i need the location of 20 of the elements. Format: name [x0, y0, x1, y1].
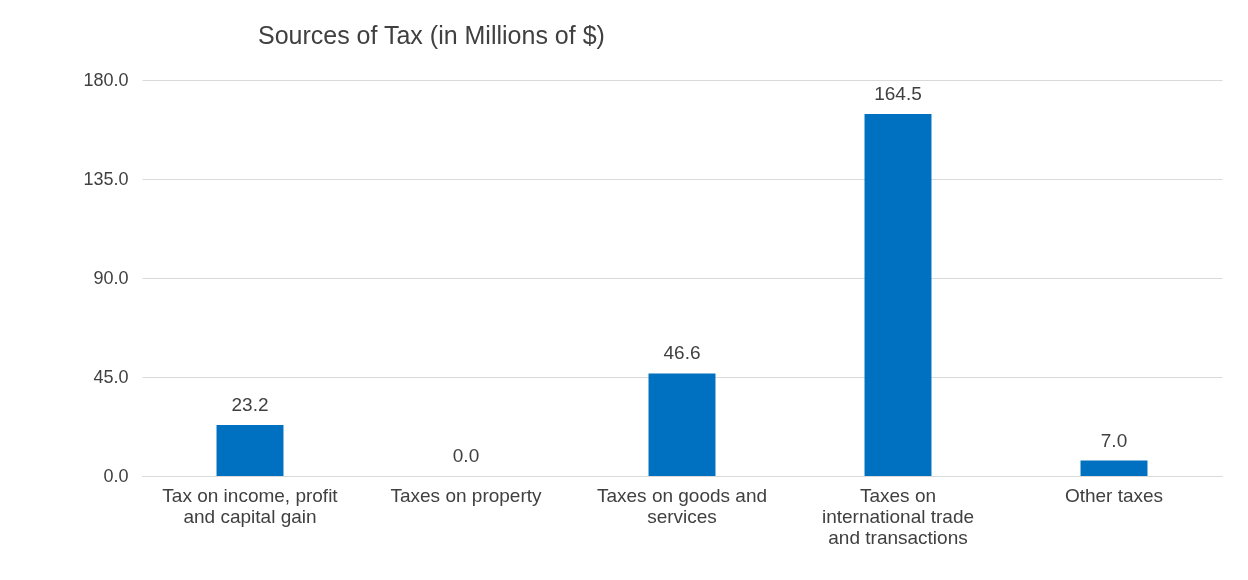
bar [864, 114, 932, 476]
x-tick-label: Taxes on goods and services [596, 484, 768, 527]
data-label: 23.2 [231, 393, 269, 415]
x-tick-label: Tax on income, profit and capital gain [162, 484, 339, 527]
y-tick-label: 180.0 [83, 69, 129, 90]
data-label: 0.0 [452, 445, 480, 466]
y-tick-label: 135.0 [83, 168, 129, 189]
data-label: 164.5 [874, 83, 922, 105]
x-tick-label: Taxes on property [390, 484, 543, 506]
chart-title: Sources of Tax (in Millions of $) [257, 21, 605, 49]
bar [216, 424, 284, 476]
bar [648, 373, 716, 476]
y-tick-label: 0.0 [103, 465, 129, 486]
data-label: 7.0 [1100, 429, 1128, 451]
data-label: 46.6 [663, 342, 701, 364]
bar [1080, 460, 1148, 476]
x-tick-label: Other taxes [1064, 484, 1164, 506]
y-tick-label: 90.0 [93, 267, 129, 288]
x-tick-label: Taxes on international trade and transactions [821, 484, 975, 548]
y-tick-label: 45.0 [93, 366, 129, 387]
